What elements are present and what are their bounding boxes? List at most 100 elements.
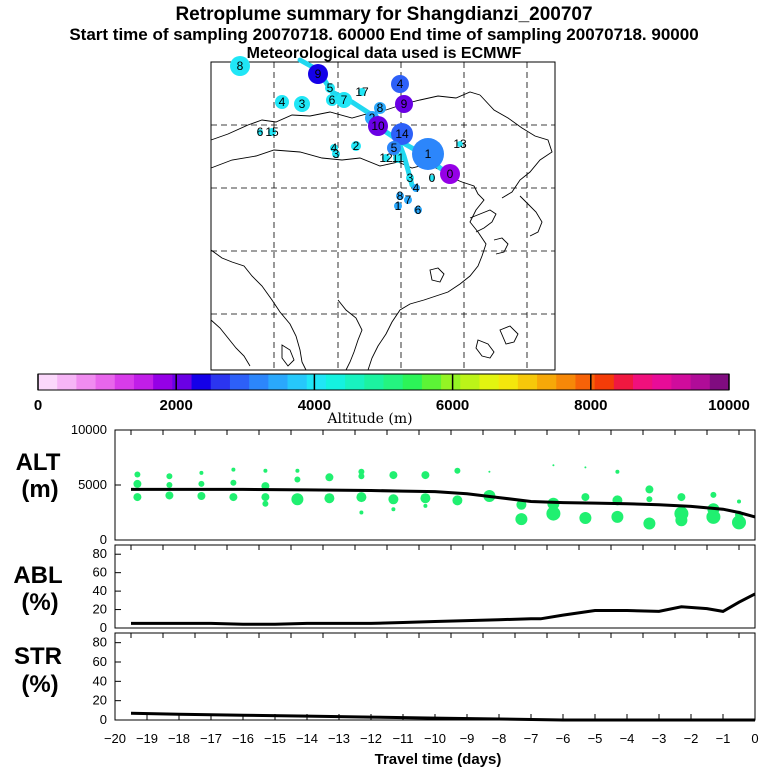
altitude-point	[166, 473, 173, 480]
plume-cluster: 7	[336, 92, 352, 108]
y-tick-label: 40	[93, 583, 107, 598]
plume-cluster-label: 6	[329, 93, 336, 107]
altitude-point	[389, 471, 398, 480]
plume-cluster-marker	[268, 128, 276, 136]
plume-cluster-marker	[406, 174, 414, 182]
altitude-point	[134, 471, 141, 478]
plume-cluster-marker	[391, 75, 409, 93]
x-tick-label: 0	[751, 731, 758, 746]
plume-cluster: 1	[394, 199, 402, 213]
plume-cluster-marker	[230, 56, 250, 76]
colorbar-axis-label: Altitude (m)	[326, 411, 412, 427]
altitude-point	[423, 503, 428, 508]
colorbar-swatch	[191, 374, 212, 390]
altitude-point	[229, 493, 238, 502]
altitude-point	[611, 510, 624, 523]
altitude-point	[356, 492, 367, 503]
panel-abl: 80 60 40 20 0 ABL(%)	[13, 544, 756, 635]
plume-cluster: 3	[294, 96, 310, 112]
plume-cluster-marker	[368, 116, 388, 136]
colorbar-swatch	[671, 374, 692, 390]
altitude-point	[579, 512, 592, 524]
y-axis-label: STR	[14, 643, 62, 670]
x-tick-label: −10	[424, 731, 446, 746]
altitude-point	[420, 493, 431, 504]
plume-cluster-label: 0	[429, 171, 436, 185]
time-series-panels: 1000050000ALT(m)806040200ABL(%)806040200…	[13, 422, 758, 768]
plume-cluster-marker	[336, 92, 352, 108]
plume-cluster-label: 0	[447, 167, 454, 181]
colorbar-swatch	[153, 374, 173, 390]
plume-cluster-label: 5	[327, 81, 334, 95]
y-tick-label: 60	[93, 654, 107, 669]
y-axis-label: (m)	[21, 476, 58, 503]
altitude-point	[359, 510, 364, 515]
colorbar-swatch	[498, 374, 519, 390]
plume-cluster-label: 13	[453, 137, 467, 151]
x-axis-label: Travel time (days)	[375, 751, 502, 768]
x-tick-label: −15	[264, 731, 286, 746]
colorbar-swatch	[306, 374, 327, 390]
y-tick-label: 20	[93, 693, 107, 708]
colorbar-swatch	[517, 374, 538, 390]
plume-cluster-label: 8	[397, 189, 404, 203]
altitude-point	[324, 493, 335, 504]
altitude-point	[197, 492, 206, 500]
altitude-point	[677, 493, 686, 502]
plume-cluster: 5	[325, 81, 335, 95]
colorbar-swatch	[287, 374, 308, 390]
plume-cluster-label: 4	[397, 77, 404, 91]
colorbar-swatch	[364, 374, 384, 390]
altitude-point	[710, 491, 717, 498]
plume-cluster-marker	[396, 192, 404, 200]
colorbar-swatch	[133, 374, 154, 390]
x-tick-label: −8	[492, 731, 507, 746]
y-tick-label: 10000	[71, 422, 107, 437]
colorbar-swatch	[709, 374, 730, 390]
altitude-point	[732, 515, 746, 530]
altitude-point	[291, 493, 304, 506]
altitude-point	[230, 479, 237, 486]
altitude-point	[263, 468, 268, 473]
plume-cluster: 9	[395, 95, 413, 113]
plume-cluster: 4	[275, 95, 289, 109]
colorbar-swatch	[249, 374, 269, 390]
x-tick-label: −14	[296, 731, 318, 746]
colorbar-swatch	[95, 374, 116, 390]
plume-cluster-marker	[395, 95, 413, 113]
x-tick-label: −9	[460, 731, 475, 746]
altitude-point	[391, 507, 396, 512]
series-line-abl	[131, 592, 756, 626]
altitude-point	[295, 468, 300, 473]
plume-cluster-label: 4	[331, 141, 338, 155]
colorbar-swatch	[210, 374, 231, 390]
colorbar-swatch	[38, 374, 58, 390]
plume-cluster-marker	[325, 83, 335, 93]
plume-cluster-label: 5	[391, 141, 398, 155]
plume-cluster-marker	[412, 138, 444, 170]
y-axis-label: ALT	[16, 449, 61, 476]
x-tick-label: −6	[556, 731, 571, 746]
map-frame	[210, 61, 556, 371]
altitude-point	[515, 513, 528, 526]
plume-clusters: 843967541789214154321012111130384617605	[230, 56, 467, 217]
plume-cluster-label: 1	[395, 199, 402, 213]
altitude-point	[133, 479, 142, 488]
altitude-point	[643, 517, 656, 530]
map-panel: 843967541789214154321012111130384617605	[210, 56, 556, 371]
altitude-point	[231, 467, 236, 472]
colorbar-tick-label: 10000	[708, 397, 750, 414]
altitude-colorbar: 0 2000 4000 6000 8000 10000 Altitude (m)	[34, 373, 750, 427]
altitude-point	[675, 514, 688, 527]
colorbar-tick-label: 0	[34, 397, 42, 414]
y-tick-label: 40	[93, 673, 107, 688]
y-axis-label: (%)	[21, 671, 58, 698]
altitude-point	[737, 499, 741, 504]
plume-cluster: 3	[406, 171, 414, 185]
plume-cluster-label: 3	[407, 171, 414, 185]
y-axis-label: ABL	[13, 562, 62, 589]
colorbar-swatch	[594, 374, 615, 390]
colorbar-swatch	[172, 374, 193, 390]
altitude-point	[452, 495, 463, 506]
